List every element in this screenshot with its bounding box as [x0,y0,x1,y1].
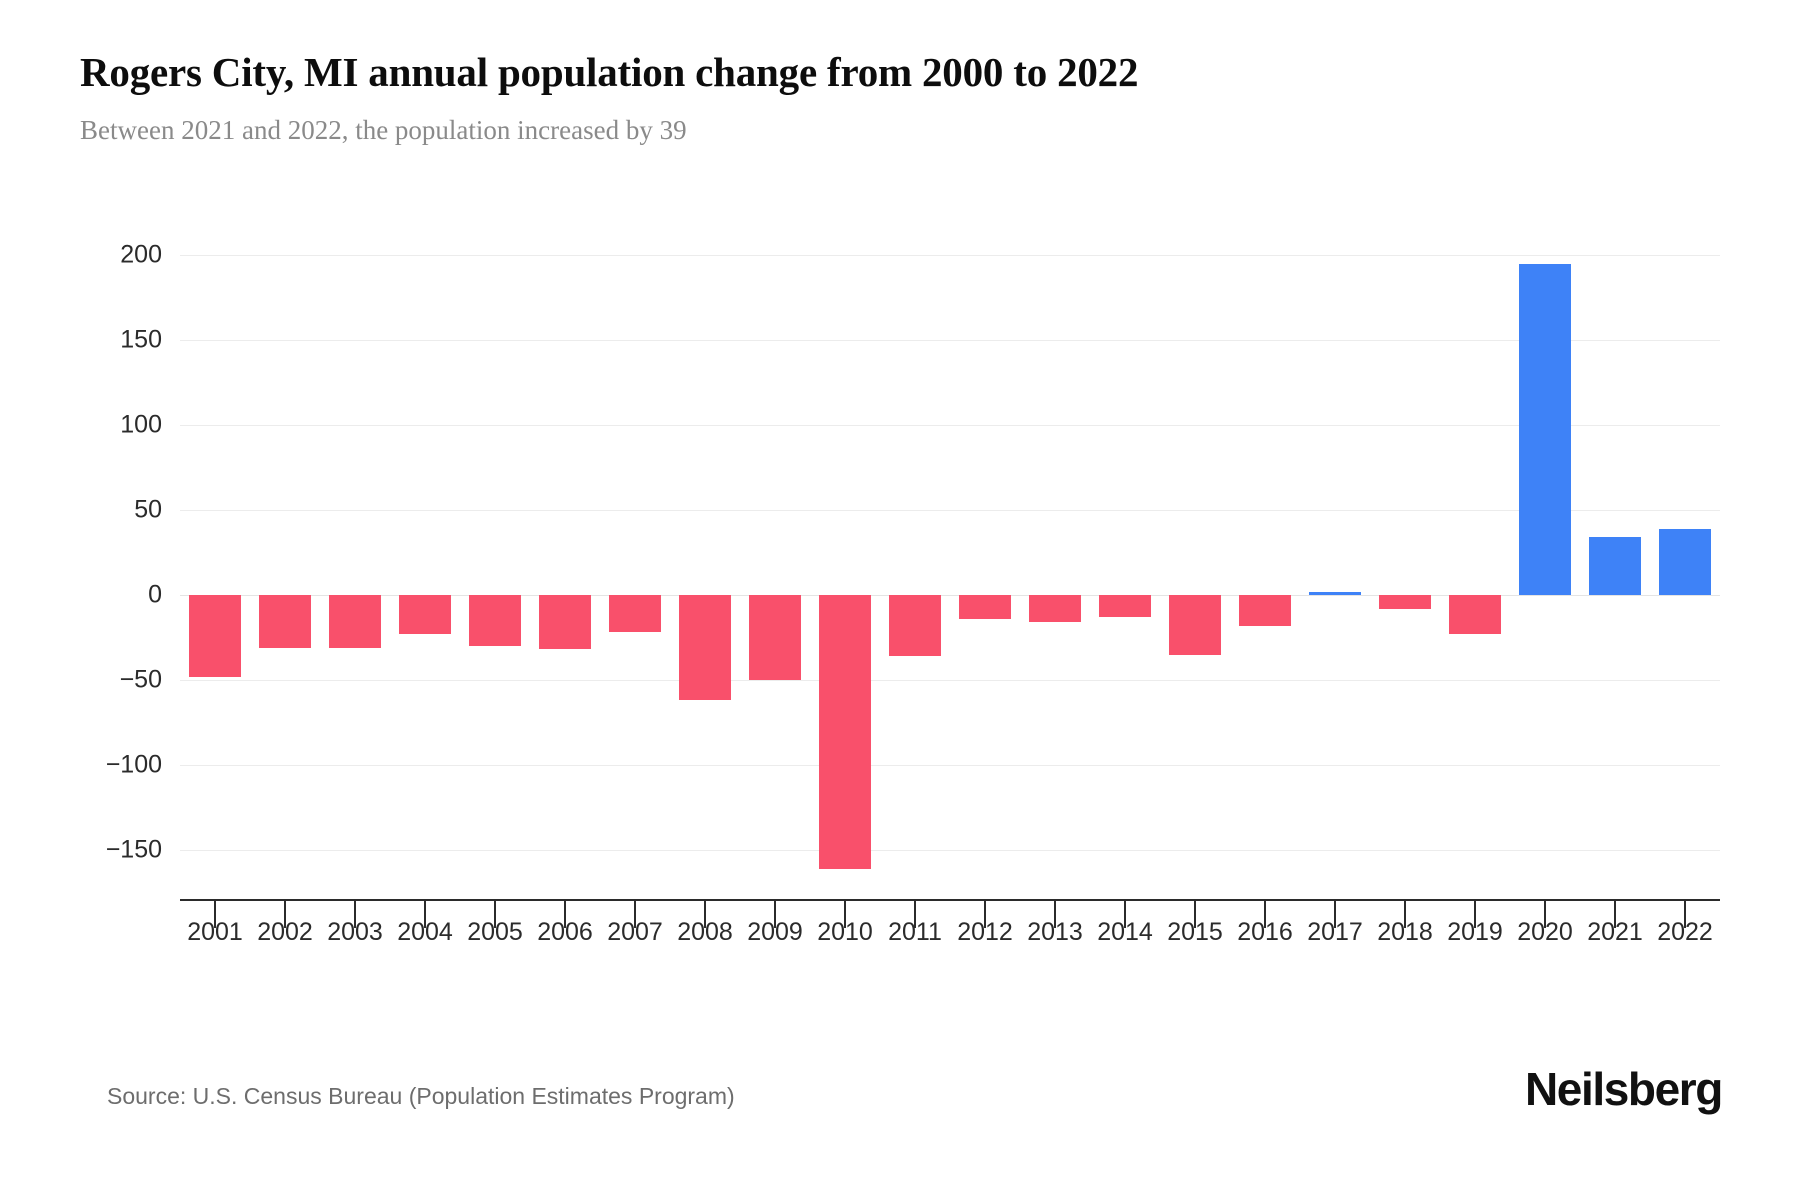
bar-2006[interactable] [539,595,591,650]
x-axis-tick [1264,901,1266,928]
y-axis-tick-label: 50 [134,495,162,524]
x-axis-tick [354,901,356,928]
bar-2015[interactable] [1169,595,1221,655]
x-axis-tick-label: 2009 [747,918,803,946]
gridline [180,255,1720,256]
gridline [180,425,1720,426]
x-axis-tick [774,901,776,928]
zero-gridline [180,595,1720,596]
x-axis-tick-label: 2013 [1027,918,1083,946]
x-axis-tick [494,901,496,928]
x-axis-tick [284,901,286,928]
x-axis-tick [634,901,636,928]
bar-2018[interactable] [1379,595,1431,609]
x-axis-tick [1474,901,1476,928]
chart-subtitle: Between 2021 and 2022, the population in… [80,115,687,146]
y-axis-tick-label: 100 [120,410,162,439]
x-axis-tick-label: 2014 [1097,918,1153,946]
bar-2005[interactable] [469,595,521,646]
page-title: Rogers City, MI annual population change… [80,49,1139,95]
bar-2012[interactable] [959,595,1011,619]
x-axis-tick-label: 2011 [888,918,942,946]
x-axis-tick-label: 2007 [607,918,663,946]
x-axis-tick [1684,901,1686,928]
gridline [180,340,1720,341]
x-axis-line [180,899,1720,901]
y-axis-tick-label: −100 [105,750,162,779]
y-axis-labels: 200 150 100 50 0 −50 −100 −150 [80,241,162,864]
bar-2009[interactable] [749,595,801,680]
bar-2007[interactable] [609,595,661,633]
bar-2008[interactable] [679,595,731,701]
bar-2014[interactable] [1099,595,1151,618]
x-axis-tick-label: 2020 [1517,918,1573,946]
gridline [180,680,1720,681]
x-axis-tick [704,901,706,928]
x-axis-tick-label: 2021 [1587,918,1643,946]
x-axis-tick [1054,901,1056,928]
x-axis-tick [1614,901,1616,928]
y-axis-tick-label: 150 [120,325,162,354]
x-axis-tick-label: 2012 [957,918,1013,946]
source-note: Source: U.S. Census Bureau (Population E… [107,1083,735,1109]
y-axis-tick-label: −50 [119,665,162,694]
x-axis-tick-label: 2010 [817,918,873,946]
x-axis-tick [1404,901,1406,928]
neilsberg-logo: Neilsberg [1524,1063,1723,1115]
x-axis-tick-label: 2019 [1447,918,1503,946]
y-axis-tick-label: 0 [148,580,162,609]
y-axis-tick-label: −150 [105,835,162,864]
x-axis-tick [984,901,986,928]
x-axis-tick [1124,901,1126,928]
x-axis-tick-label: 2022 [1657,918,1713,946]
bar-2017[interactable] [1309,591,1361,595]
x-axis-tick-label: 2004 [397,918,453,946]
x-axis-tick [1544,901,1546,928]
x-axis-tick [844,901,846,928]
bar-2016[interactable] [1239,595,1291,626]
bar-2011[interactable] [889,595,941,657]
x-axis-tick [1334,901,1336,928]
x-axis-tick-label: 2005 [467,918,523,946]
x-axis-tick [424,901,426,928]
x-axis-tick-label: 2001 [187,918,243,946]
gridline [180,765,1720,766]
bar-2013[interactable] [1029,595,1081,623]
plot-area [180,255,1720,869]
bar-2020[interactable] [1519,263,1571,595]
x-axis-tick [564,901,566,928]
x-axis-tick-label: 2006 [537,918,593,946]
bar-2002[interactable] [259,595,311,648]
gridline [180,850,1720,851]
x-axis-tick-label: 2008 [677,918,733,946]
bar-2022[interactable] [1659,528,1711,595]
bar-series [180,255,1720,869]
bar-2019[interactable] [1449,595,1501,635]
x-axis-tick-label: 2016 [1237,918,1293,946]
x-axis-tick [214,901,216,928]
x-axis-tick-label: 2017 [1307,918,1363,946]
bar-2010[interactable] [819,595,871,869]
x-axis-tick [1194,901,1196,928]
x-axis-tick-label: 2002 [257,918,313,946]
bar-2004[interactable] [399,595,451,635]
x-axis-tick [914,901,916,928]
bar-2021[interactable] [1589,537,1641,595]
x-axis-tick-label: 2003 [327,918,383,946]
y-axis-tick-label: 200 [120,240,162,269]
chart-header: Rogers City, MI annual population change… [80,48,1720,147]
bar-2001[interactable] [189,595,241,677]
bar-2003[interactable] [329,595,381,648]
gridline [180,510,1720,511]
x-axis-tick-label: 2018 [1377,918,1433,946]
x-axis-tick-label: 2015 [1167,918,1223,946]
